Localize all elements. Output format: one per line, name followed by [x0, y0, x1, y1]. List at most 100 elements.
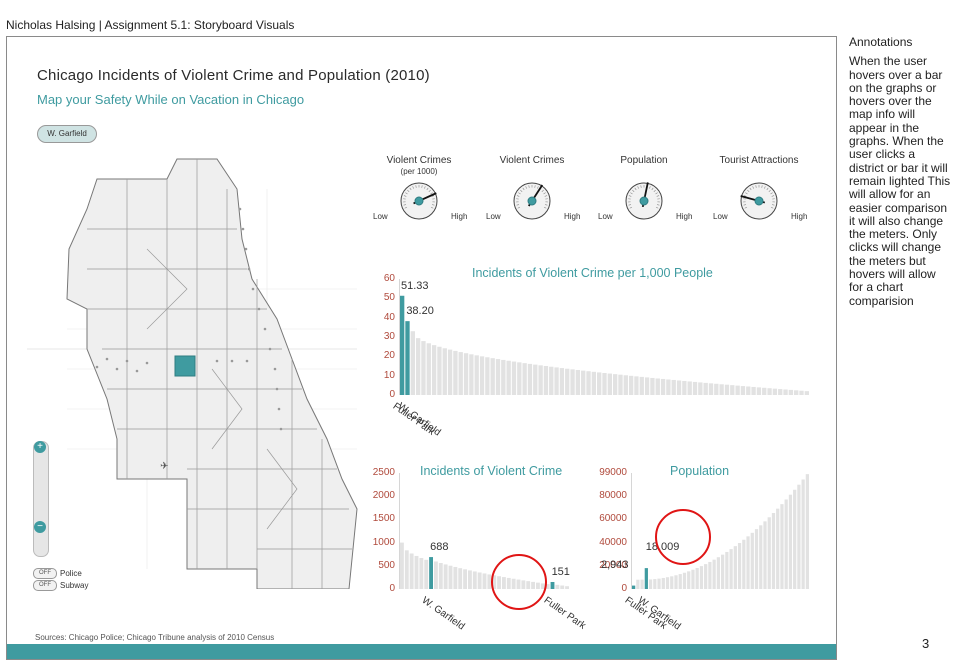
zoom-slider-track[interactable] [33, 441, 49, 557]
bar[interactable] [771, 513, 776, 589]
bar[interactable] [521, 580, 526, 589]
bar[interactable] [538, 365, 543, 395]
bar[interactable] [648, 579, 653, 589]
bar[interactable] [501, 359, 506, 395]
bar[interactable] [735, 385, 740, 395]
bar[interactable] [431, 345, 437, 395]
highlighted-bar[interactable] [429, 557, 433, 589]
bar[interactable] [545, 584, 550, 589]
bar[interactable] [737, 543, 742, 589]
bar[interactable] [724, 384, 730, 395]
bar[interactable] [692, 381, 698, 395]
bar[interactable] [640, 579, 644, 589]
bar[interactable] [618, 374, 623, 395]
bar[interactable] [497, 576, 501, 589]
bar[interactable] [703, 382, 708, 395]
gauge-meter[interactable] [502, 175, 562, 221]
bar[interactable] [784, 499, 788, 589]
bar[interactable] [400, 542, 404, 589]
bar[interactable] [575, 369, 581, 395]
bar[interactable] [565, 586, 569, 589]
bar[interactable] [447, 349, 453, 395]
bar[interactable] [531, 581, 535, 589]
bar[interactable] [714, 383, 719, 395]
bar[interactable] [746, 386, 751, 395]
bar[interactable] [607, 373, 612, 395]
bar-plot[interactable] [399, 473, 569, 591]
bar[interactable] [788, 494, 793, 589]
bar[interactable] [560, 585, 565, 589]
bar[interactable] [767, 517, 771, 589]
bar[interactable] [676, 380, 682, 395]
bar[interactable] [474, 355, 479, 395]
bar-plot[interactable] [399, 279, 809, 397]
bar[interactable] [655, 378, 660, 395]
bar[interactable] [778, 389, 783, 395]
bar[interactable] [678, 574, 682, 589]
bar[interactable] [639, 376, 644, 395]
bar[interactable] [479, 356, 485, 395]
bar[interactable] [671, 379, 676, 395]
highlighted-bar[interactable] [400, 295, 405, 395]
bar[interactable] [463, 353, 469, 395]
bar[interactable] [650, 377, 655, 395]
bar[interactable] [628, 375, 634, 395]
bar[interactable] [687, 381, 692, 395]
bar[interactable] [477, 572, 482, 589]
bar[interactable] [536, 582, 540, 589]
bar[interactable] [506, 360, 511, 395]
bar[interactable] [746, 536, 750, 589]
bar[interactable] [719, 384, 724, 395]
gauge-meter[interactable] [389, 175, 449, 221]
zoom-in-button[interactable]: + [34, 441, 46, 453]
bar[interactable] [636, 579, 640, 589]
bar[interactable] [759, 525, 763, 589]
bar[interactable] [657, 578, 661, 589]
bar[interactable] [772, 388, 778, 395]
bar[interactable] [712, 559, 716, 589]
bar-plot[interactable] [631, 473, 809, 591]
bar[interactable] [506, 577, 511, 589]
bar[interactable] [468, 570, 472, 589]
bar[interactable] [434, 561, 438, 589]
bar[interactable] [695, 567, 699, 589]
bar[interactable] [485, 357, 490, 395]
bar[interactable] [699, 566, 704, 589]
bar[interactable] [788, 389, 794, 395]
bar[interactable] [495, 359, 501, 395]
bar[interactable] [805, 474, 809, 589]
bar[interactable] [409, 553, 414, 589]
bar[interactable] [421, 341, 426, 395]
bar[interactable] [682, 380, 687, 395]
bar[interactable] [597, 372, 602, 395]
bar[interactable] [691, 569, 695, 589]
bar[interactable] [602, 373, 607, 395]
bar[interactable] [799, 390, 804, 395]
bar[interactable] [751, 386, 756, 395]
bar[interactable] [623, 375, 628, 395]
bar[interactable] [453, 566, 458, 589]
bar[interactable] [543, 366, 549, 395]
bar[interactable] [424, 559, 429, 589]
bar[interactable] [502, 577, 506, 589]
bar[interactable] [674, 575, 678, 589]
bar[interactable] [463, 569, 467, 589]
chicago-district-map[interactable]: ✈ [27, 149, 367, 589]
bar[interactable] [653, 579, 657, 589]
bar[interactable] [729, 549, 733, 589]
bar[interactable] [708, 383, 714, 395]
bar[interactable] [533, 364, 538, 395]
bar[interactable] [682, 572, 687, 589]
bar[interactable] [704, 564, 708, 589]
bar[interactable] [742, 539, 746, 589]
bar[interactable] [716, 557, 720, 589]
bar[interactable] [549, 366, 554, 395]
selected-district-button[interactable]: W. Garfield [37, 125, 97, 143]
bar[interactable] [492, 575, 497, 589]
bar[interactable] [414, 555, 419, 589]
bar[interactable] [410, 331, 415, 395]
bar[interactable] [740, 386, 746, 395]
bar[interactable] [767, 388, 772, 395]
bar[interactable] [527, 363, 533, 395]
bar[interactable] [565, 368, 570, 395]
